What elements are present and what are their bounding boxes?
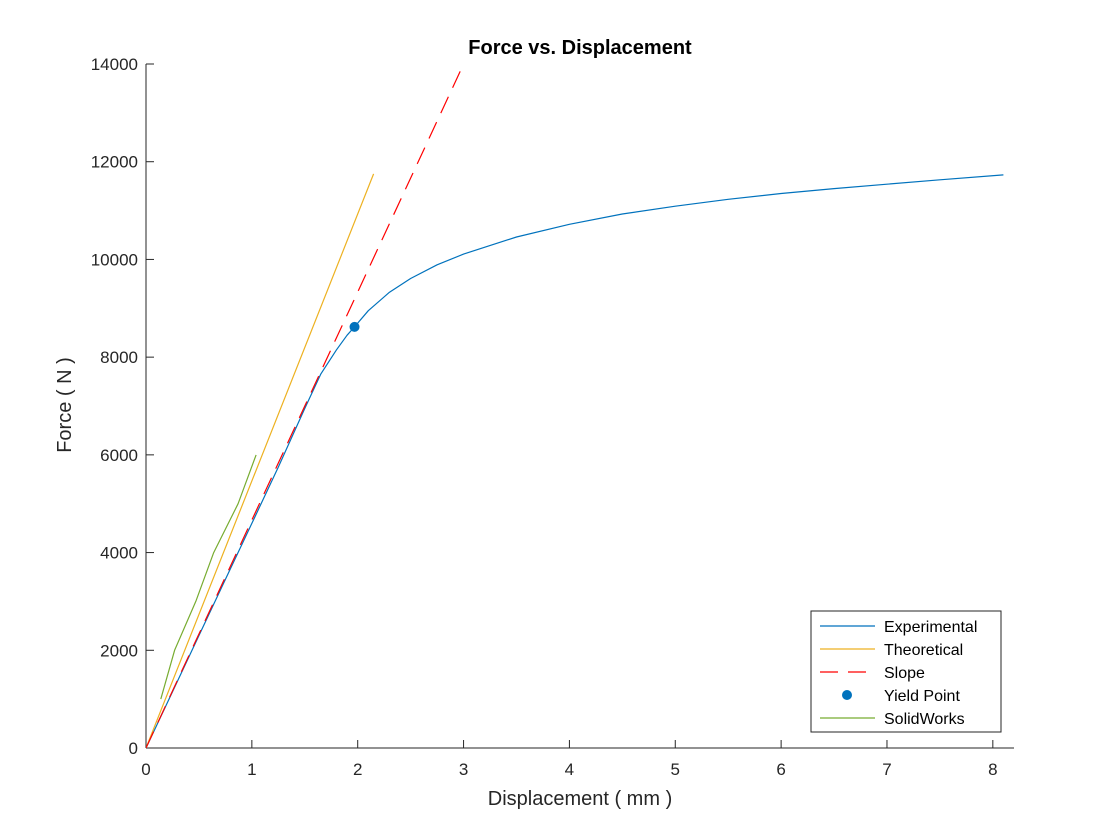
y-tick-label: 4000 xyxy=(100,544,138,563)
x-tick-label: 8 xyxy=(988,760,997,779)
y-tick-label: 14000 xyxy=(91,55,138,74)
legend-yield-point-swatch xyxy=(842,690,852,700)
x-tick-label: 0 xyxy=(141,760,150,779)
legend-experimental-label: Experimental xyxy=(884,619,977,636)
legend-yield-point-label: Yield Point xyxy=(884,688,960,705)
y-tick-label: 0 xyxy=(129,739,138,758)
legend-theoretical-label: Theoretical xyxy=(884,642,963,659)
y-tick-label: 2000 xyxy=(100,641,138,660)
legend: Experimental Theoretical Slope Yield Point S… xyxy=(810,610,1002,733)
legend-solidworks-label: SolidWorks xyxy=(884,711,965,728)
yield-point-marker xyxy=(349,321,360,332)
experimental-line xyxy=(146,174,1004,748)
x-tick-label: 1 xyxy=(247,760,256,779)
y-tick-label: 10000 xyxy=(91,250,138,269)
y-axis-label: Force ( N ) xyxy=(54,357,76,453)
x-tick-label: 5 xyxy=(671,760,680,779)
x-tick-label: 3 xyxy=(459,760,468,779)
legend-slope-label: Slope xyxy=(884,665,925,682)
series-group xyxy=(146,64,1004,748)
solidworks-line xyxy=(160,454,257,700)
x-tick-label: 6 xyxy=(776,760,785,779)
plot-area: 0 1 2 3 4 5 6 7 8 0 2000 4000 6000 8000 10000 12000 1400… xyxy=(91,55,1014,779)
y-tick-label: 8000 xyxy=(100,348,138,367)
theoretical-line xyxy=(146,173,375,748)
x-tick-label: 4 xyxy=(565,760,574,779)
x-axis-label: Displacement ( mm ) xyxy=(488,788,672,810)
x-tick-label: 7 xyxy=(882,760,891,779)
y-tick-label: 6000 xyxy=(100,446,138,465)
chart-title: Force vs. Displacement xyxy=(468,37,692,59)
slope-line xyxy=(146,64,465,748)
y-tick-label: 12000 xyxy=(91,153,138,172)
legend-box xyxy=(810,610,1002,733)
x-tick-label: 2 xyxy=(353,760,362,779)
